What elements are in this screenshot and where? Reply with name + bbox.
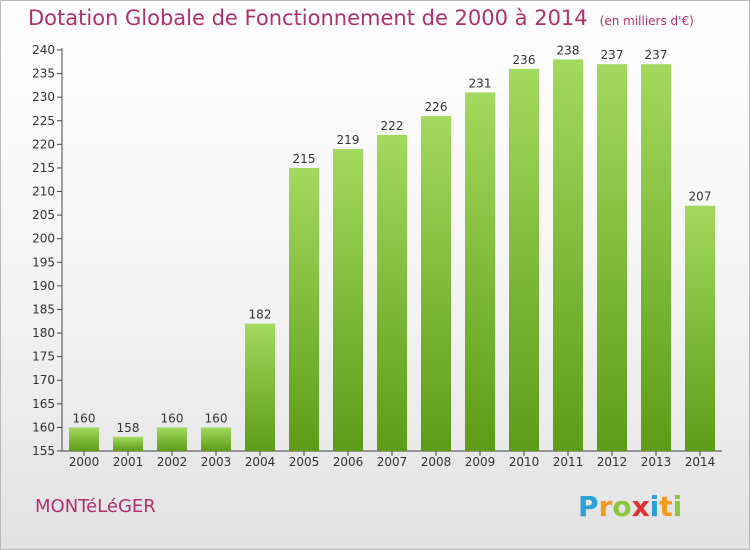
data-label-2014: 207	[689, 190, 712, 204]
data-label-2005: 215	[293, 152, 316, 166]
data-label-2012: 237	[601, 48, 624, 62]
town-name: MONTéLéGER	[35, 496, 156, 517]
y-tick-label: 240	[32, 43, 55, 57]
chart-bars	[69, 59, 715, 452]
data-label-2006: 219	[337, 133, 360, 147]
data-label-2008: 226	[425, 100, 448, 114]
data-label-2001: 158	[117, 421, 140, 435]
y-tick-label: 180	[32, 326, 55, 340]
y-tick-label: 200	[32, 232, 55, 246]
x-tick-label-2005: 2005	[289, 455, 320, 469]
y-tick-label: 165	[32, 397, 55, 411]
y-tick-label: 225	[32, 114, 55, 128]
x-tick-label-2000: 2000	[69, 455, 100, 469]
x-tick-label-2014: 2014	[685, 455, 716, 469]
y-tick-label: 195	[32, 255, 55, 269]
data-label-2011: 238	[557, 43, 580, 57]
data-label-2013: 237	[645, 48, 668, 62]
data-label-2007: 222	[381, 119, 404, 133]
y-tick-label: 190	[32, 279, 55, 293]
chart-labels: 2000 160 2001 158 2002 160 2003 160 2004 182 2005 2…	[69, 43, 716, 469]
bar-2000	[69, 427, 99, 451]
x-tick-label-2013: 2013	[641, 455, 672, 469]
bar-2005	[289, 167, 319, 452]
data-label-2000: 160	[73, 411, 96, 425]
x-tick-label-2012: 2012	[597, 455, 628, 469]
bar-2010	[509, 68, 539, 451]
bar-2008	[421, 116, 451, 451]
bar-2011	[553, 59, 583, 451]
bar-2014	[685, 205, 715, 451]
y-tick-label: 205	[32, 208, 55, 222]
x-tick-label-2008: 2008	[421, 455, 452, 469]
x-tick-label-2003: 2003	[201, 455, 232, 469]
data-label-2002: 160	[161, 411, 184, 425]
y-tick-label: 160	[32, 420, 55, 434]
y-tick-label: 155	[32, 444, 55, 458]
bar-2009	[465, 92, 495, 451]
y-tick-label: 230	[32, 90, 55, 104]
data-label-2004: 182	[249, 308, 272, 322]
y-tick-label: 175	[32, 350, 55, 364]
proxiti-logo: Proxiti	[578, 490, 683, 523]
y-tick-label: 185	[32, 302, 55, 316]
x-tick-label-2011: 2011	[553, 455, 584, 469]
x-tick-label-2002: 2002	[157, 455, 188, 469]
data-label-2009: 231	[469, 76, 492, 90]
bar-2003	[201, 427, 231, 451]
bar-2007	[377, 134, 407, 451]
x-tick-label-2007: 2007	[377, 455, 408, 469]
chart-title: Dotation Globale de Fonctionnement de 20…	[28, 6, 694, 30]
x-tick-label-2009: 2009	[465, 455, 496, 469]
x-tick-label-2004: 2004	[245, 455, 276, 469]
bar-2013	[641, 64, 671, 451]
y-tick-label: 215	[32, 161, 55, 175]
bar-2006	[333, 149, 363, 451]
chart-subtitle: (en milliers d'€)	[599, 14, 694, 28]
x-tick-label-2006: 2006	[333, 455, 364, 469]
x-tick-label-2010: 2010	[509, 455, 540, 469]
data-label-2010: 236	[513, 53, 536, 67]
bar-2004	[245, 323, 275, 451]
x-tick-label-2001: 2001	[113, 455, 144, 469]
bar-2012	[597, 64, 627, 451]
bar-2001	[113, 436, 143, 451]
y-tick-label: 220	[32, 137, 55, 151]
y-tick-label: 170	[32, 373, 55, 387]
bar-2002	[157, 427, 187, 451]
y-tick-label: 210	[32, 185, 55, 199]
data-label-2003: 160	[205, 411, 228, 425]
chart-title-text: Dotation Globale de Fonctionnement de 20…	[28, 6, 588, 30]
y-tick-label: 235	[32, 67, 55, 81]
